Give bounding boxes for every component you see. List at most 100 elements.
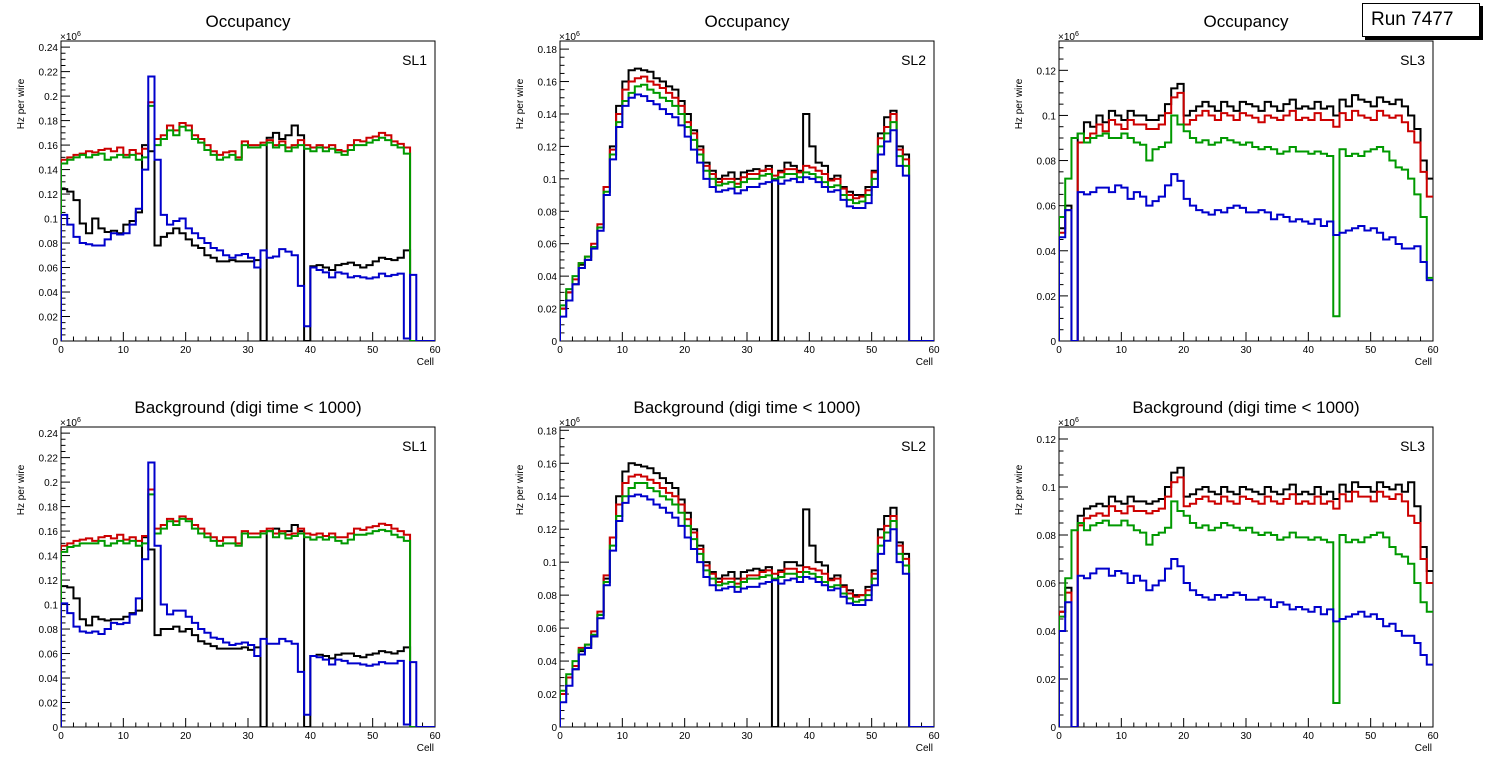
x-tick-label: 10 xyxy=(1116,731,1128,742)
y-multiplier-label: ×106 xyxy=(559,31,580,43)
plot-frame xyxy=(1058,426,1434,728)
x-tick-label: 20 xyxy=(679,345,691,356)
series-green xyxy=(61,493,435,727)
y-tick-label: 0 xyxy=(1050,723,1056,734)
x-tick-label: 30 xyxy=(242,731,254,742)
chart-panel-4: Background (digi time < 1000) 0 10 20 30 40 50… xyxy=(16,398,441,754)
y-tick-label: 0.02 xyxy=(39,699,59,710)
x-tick-label: 0 xyxy=(1056,731,1062,742)
series-black xyxy=(1059,82,1433,341)
x-tick-label: 60 xyxy=(429,731,441,742)
y-multiplier-exponent: 6 xyxy=(1075,31,1079,38)
x-tick-label: 60 xyxy=(928,731,940,742)
run-label-box: Run 7477 xyxy=(1362,3,1480,37)
y-tick-label: 0.18 xyxy=(538,45,558,56)
chart-panel-6: Background (digi time < 1000) 0 10 20 30 40 50… xyxy=(1014,398,1439,754)
x-tick-label: 30 xyxy=(741,345,753,356)
x-tick-label: 0 xyxy=(58,345,64,356)
chart-title: Occupancy xyxy=(205,12,291,31)
y-tick-label: 0.04 xyxy=(39,674,59,685)
x-tick-label: 0 xyxy=(58,731,64,742)
panel-label: SL1 xyxy=(402,438,427,454)
y-tick-label: 0.16 xyxy=(39,141,59,152)
x-tick-label: 40 xyxy=(1303,731,1315,742)
y-multiplier-label: ×106 xyxy=(60,417,81,429)
series-green xyxy=(1059,114,1433,341)
x-tick-label: 60 xyxy=(429,345,441,356)
y-tick-label: 0.22 xyxy=(39,454,59,465)
y-axis-label: Hz per wire xyxy=(16,464,27,515)
y-tick-label: 0.02 xyxy=(1037,675,1057,686)
y-tick-label: 0.08 xyxy=(1037,157,1057,168)
x-axis-label: Cell xyxy=(417,743,434,754)
series-black xyxy=(560,67,934,341)
y-tick-label: 0.12 xyxy=(1037,435,1057,446)
plot-frame xyxy=(60,426,436,728)
x-tick-label: 50 xyxy=(367,345,379,356)
series-red xyxy=(61,488,435,727)
y-tick-label: 0 xyxy=(52,723,58,734)
chart-title: Background (digi time < 1000) xyxy=(1132,398,1359,417)
x-tick-label: 30 xyxy=(741,731,753,742)
y-tick-label: 0.02 xyxy=(538,690,558,701)
y-tick-label: 0.12 xyxy=(39,190,59,201)
y-multiplier-label: ×106 xyxy=(1058,417,1079,429)
y-axis-label: Hz per wire xyxy=(1014,78,1025,129)
chart-panel-2: Occupancy 0 10 20 30 40 50 60 0 0.02 0.04 0.06 0.08 0… xyxy=(515,12,940,368)
x-tick-label: 50 xyxy=(1365,345,1377,356)
y-tick-label: 0.16 xyxy=(538,78,558,89)
x-tick-label: 60 xyxy=(1427,731,1439,742)
y-multiplier-label: ×106 xyxy=(60,31,81,43)
y-multiplier-exponent: 6 xyxy=(77,417,81,424)
series-green xyxy=(61,104,435,341)
y-tick-label: 0.1 xyxy=(1042,111,1056,122)
y-tick-label: 0 xyxy=(551,337,557,348)
x-tick-label: 40 xyxy=(804,731,816,742)
y-tick-label: 0.06 xyxy=(39,264,59,275)
y-tick-label: 0.08 xyxy=(1037,531,1057,542)
y-tick-label: 0.08 xyxy=(39,625,59,636)
y-tick-label: 0.04 xyxy=(39,288,59,299)
series-blue xyxy=(560,93,934,341)
x-tick-label: 30 xyxy=(1240,345,1252,356)
y-tick-label: 0.1 xyxy=(543,175,557,186)
panel-label: SL3 xyxy=(1400,52,1425,68)
x-tick-label: 50 xyxy=(866,731,878,742)
y-multiplier-exponent: 6 xyxy=(576,31,580,38)
y-tick-label: 0.02 xyxy=(1037,292,1057,303)
series-blue xyxy=(61,75,435,341)
x-axis-label: Cell xyxy=(1415,743,1432,754)
y-tick-label: 0 xyxy=(1050,337,1056,348)
x-tick-label: 50 xyxy=(367,731,379,742)
y-tick-label: 0.06 xyxy=(538,240,558,251)
chart-panel-3: Occupancy 0 10 20 30 40 50 60 0 0.02 0.04 0.06 0.08 0… xyxy=(1014,12,1439,368)
y-tick-label: 0.16 xyxy=(39,527,59,538)
y-tick-label: 0.06 xyxy=(1037,202,1057,213)
y-tick-label: 0 xyxy=(551,723,557,734)
series-green xyxy=(560,482,934,727)
y-tick-label: 0.1 xyxy=(44,601,58,612)
y-tick-label: 0.12 xyxy=(538,525,558,536)
y-tick-label: 0.04 xyxy=(538,657,558,668)
y-tick-label: 0.04 xyxy=(1037,247,1057,258)
chart-panel-5: Background (digi time < 1000) 0 10 20 30 40 50… xyxy=(515,398,940,754)
x-tick-label: 60 xyxy=(1427,345,1439,356)
y-tick-label: 0.24 xyxy=(39,43,59,54)
chart-title: Background (digi time < 1000) xyxy=(134,398,361,417)
chart-title: Occupancy xyxy=(704,12,790,31)
series-blue xyxy=(560,493,934,727)
panel-label: SL1 xyxy=(402,52,427,68)
y-axis-label: Hz per wire xyxy=(1014,464,1025,515)
y-tick-label: 0.1 xyxy=(44,215,58,226)
y-tick-label: 0.16 xyxy=(538,459,558,470)
x-tick-label: 0 xyxy=(1056,345,1062,356)
y-axis-label: Hz per wire xyxy=(515,78,526,129)
x-axis-label: Cell xyxy=(417,357,434,368)
series-black xyxy=(61,523,435,727)
chart-title: Background (digi time < 1000) xyxy=(633,398,860,417)
y-tick-label: 0.12 xyxy=(39,576,59,587)
y-tick-label: 0.12 xyxy=(1037,66,1057,77)
x-tick-label: 0 xyxy=(557,345,563,356)
series-red xyxy=(1059,91,1433,341)
y-tick-label: 0.18 xyxy=(538,426,558,437)
